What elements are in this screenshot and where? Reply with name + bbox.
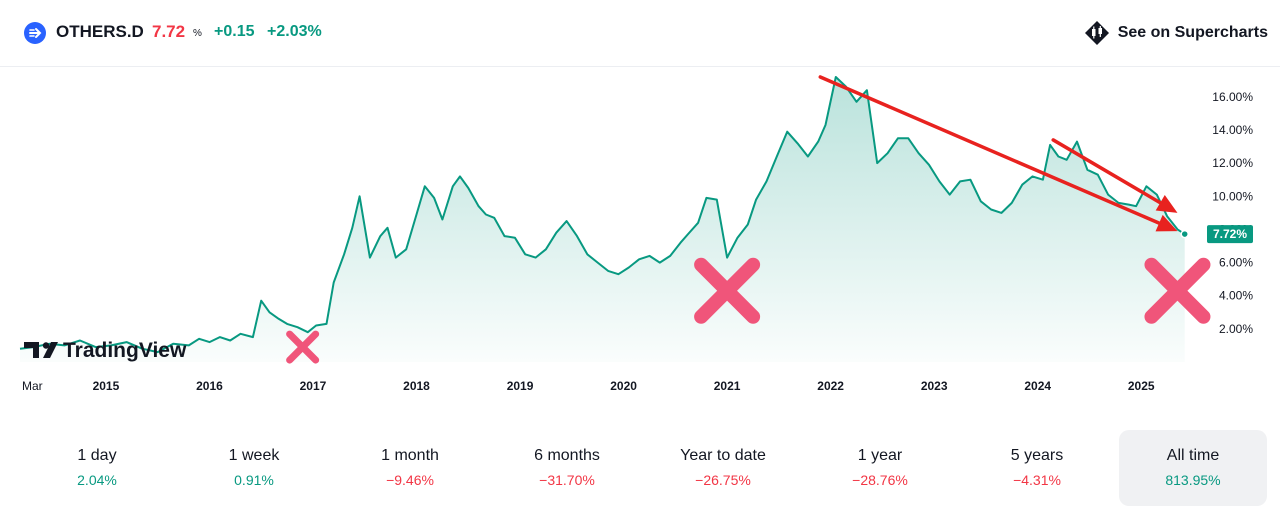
last-price-badge — [1207, 225, 1253, 244]
x-axis: Mar 2015 2016 2017 2018 2019 2020 2021 2022 2023 2… — [22, 379, 1155, 393]
period-tab-label: 6 months — [534, 447, 600, 464]
period-tab-value: −31.70% — [539, 472, 595, 488]
period-tab-value: 2.04% — [77, 472, 117, 488]
tradingview-logo-text: TradingView — [63, 339, 187, 362]
x-tick-label: 2022 — [817, 379, 844, 393]
period-tab-value: 813.95% — [1165, 472, 1221, 488]
price-chart[interactable]: 2.00%4.00%6.00%8.00%10.00%12.00%14.00%16… — [0, 66, 1280, 430]
x-tick-label: 2018 — [403, 379, 430, 393]
chart-header: OTHERS.D 7.72 % +0.15 +2.03% See on Supe… — [0, 0, 1280, 67]
y-tick-label: 14.00% — [1212, 123, 1253, 137]
period-tab-value: −26.75% — [695, 472, 751, 488]
period-tab-value: −28.76% — [852, 472, 908, 488]
last-price-dot — [1180, 229, 1189, 239]
period-tab-label: 1 week — [228, 447, 280, 464]
x-tick-label: Mar — [22, 379, 43, 393]
trend-arrow — [1051, 138, 1178, 213]
cross-mark-icon — [286, 330, 320, 364]
x-tick-label: 2020 — [610, 379, 637, 393]
period-tab[interactable]: 5 years −4.31% — [963, 430, 1111, 506]
period-tab[interactable]: All time 813.95% — [1119, 430, 1267, 506]
x-tick-label: 2015 — [93, 379, 120, 393]
symbol-name: OTHERS.D — [56, 22, 144, 41]
last-price-marker: 7.72% — [1180, 225, 1253, 244]
trend-arrow — [818, 75, 1178, 232]
price-unit: % — [193, 28, 202, 39]
period-tab[interactable]: 1 day 2.04% — [23, 430, 171, 506]
period-tab[interactable]: 6 months −31.70% — [493, 430, 641, 506]
period-tab-value: 0.91% — [234, 472, 274, 488]
price-change-percent: +2.03% — [267, 23, 322, 40]
cross-mark-icon — [1144, 257, 1211, 324]
x-tick-label: 2024 — [1024, 379, 1051, 393]
period-tabs: 1 day 2.04% 1 week 0.91% 1 month −9.46% 6 mont… — [0, 430, 1280, 510]
period-tab-label: 5 years — [1010, 447, 1064, 464]
period-tab-value: −4.31% — [1013, 472, 1061, 488]
cross-mark-icon — [694, 257, 761, 324]
x-tick-label: 2019 — [507, 379, 534, 393]
x-tick-label: 2025 — [1128, 379, 1155, 393]
y-axis: 2.00%4.00%6.00%8.00%10.00%12.00%14.00%16… — [1212, 90, 1253, 336]
x-tick-label: 2016 — [196, 379, 223, 393]
y-tick-label: 4.00% — [1219, 289, 1253, 303]
see-on-supercharts-label: See on Supercharts — [1117, 24, 1268, 41]
symbol-price: 7.72 — [152, 22, 186, 41]
period-tab[interactable]: 1 month −9.46% — [336, 430, 484, 506]
period-tab[interactable]: 1 week 0.91% — [180, 430, 328, 506]
annotations-layer — [286, 75, 1211, 364]
period-tab-label: 1 month — [381, 447, 439, 464]
price-area-fill — [20, 77, 1185, 362]
period-tab-label: Year to date — [680, 447, 766, 464]
y-tick-label: 2.00% — [1219, 322, 1253, 336]
period-tab-value: −9.46% — [386, 472, 434, 488]
see-on-supercharts-link[interactable]: See on Supercharts — [1084, 20, 1268, 46]
last-price-label: 7.72% — [1213, 227, 1247, 241]
tradingview-logo-icon — [24, 342, 58, 358]
x-tick-label: 2023 — [921, 379, 948, 393]
symbol-logo-icon — [24, 22, 46, 44]
y-tick-label: 16.00% — [1212, 90, 1253, 104]
period-tab-label: 1 year — [857, 447, 903, 464]
y-tick-label: 12.00% — [1212, 156, 1253, 170]
period-tab[interactable]: 1 year −28.76% — [806, 430, 954, 506]
tradingview-candles-icon — [1084, 21, 1109, 45]
y-tick-label: 6.00% — [1219, 256, 1253, 270]
y-tick-label: 10.00% — [1212, 189, 1253, 203]
x-tick-label: 2021 — [714, 379, 741, 393]
period-tab-label: All time — [1166, 447, 1220, 464]
period-tab-label: 1 day — [77, 447, 117, 464]
price-series-line — [19, 76, 1186, 354]
period-tab[interactable]: Year to date −26.75% — [649, 430, 797, 506]
tradingview-logo: TradingView — [24, 339, 187, 362]
price-change: +0.15 — [214, 23, 255, 40]
x-tick-label: 2017 — [300, 379, 327, 393]
